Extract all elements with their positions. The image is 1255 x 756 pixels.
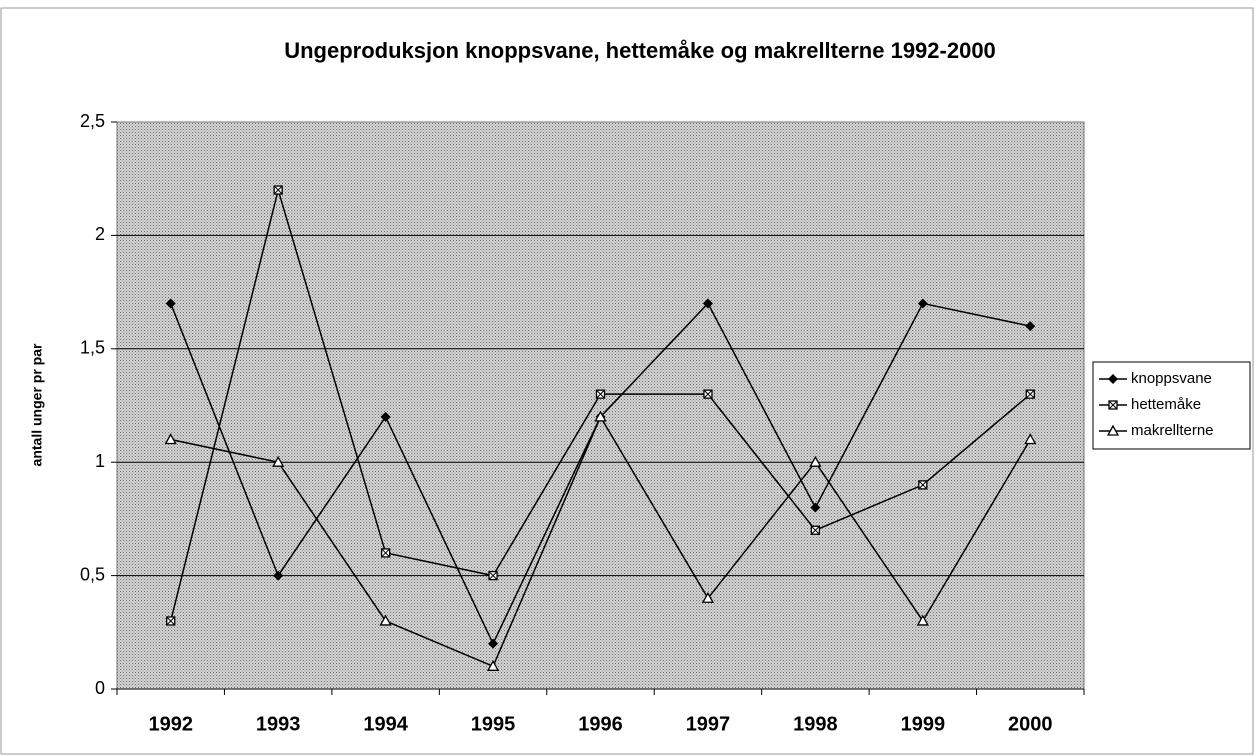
marker — [810, 525, 821, 535]
marker — [917, 298, 928, 309]
x-tick-label: 1999 — [901, 713, 946, 735]
y-tick-label: 0 — [95, 678, 105, 698]
marker-cross — [596, 389, 605, 399]
marker — [488, 570, 498, 581]
legend-label: hettemåke — [1131, 396, 1201, 413]
y-tick-label: 0,5 — [80, 564, 105, 584]
marker — [701, 591, 715, 603]
x-tick-label: 1995 — [471, 713, 516, 735]
x-tick-label: 1998 — [793, 713, 838, 735]
y-tick-label: 1,5 — [80, 338, 105, 358]
marker-cross — [488, 571, 498, 580]
marker — [380, 548, 391, 558]
marker — [918, 480, 928, 490]
marker — [486, 659, 500, 671]
marker — [1106, 424, 1120, 436]
chart-title: Ungeproduksjon knoppsvane, hettemåke og … — [284, 38, 996, 63]
marker — [595, 389, 606, 399]
marker-cross — [1025, 389, 1035, 399]
plot-area — [116, 121, 1085, 690]
y-tick-label: 2,5 — [80, 111, 105, 131]
x-tick-label: 1997 — [686, 713, 731, 735]
marker — [164, 433, 177, 445]
legend-label: knoppsvane — [1131, 370, 1212, 387]
legend-label: makrellterne — [1131, 422, 1214, 439]
marker — [273, 185, 283, 195]
marker — [488, 638, 499, 649]
marker — [703, 389, 713, 399]
y-axis-label: antall unger pr par — [29, 343, 45, 466]
marker — [165, 298, 176, 309]
marker — [1108, 400, 1118, 410]
marker — [1024, 433, 1037, 445]
x-tick-label: 1992 — [148, 713, 193, 735]
marker — [273, 570, 284, 581]
marker — [916, 614, 929, 626]
marker — [1025, 321, 1036, 332]
y-tick-label: 1 — [95, 451, 105, 471]
marker — [594, 410, 607, 422]
x-tick-label: 1993 — [256, 713, 301, 735]
marker — [272, 455, 285, 467]
marker-cross — [1108, 400, 1118, 410]
marker — [810, 502, 821, 513]
marker — [1108, 374, 1118, 384]
x-tick-label: 1996 — [578, 713, 623, 735]
marker-cross — [703, 389, 713, 399]
marker — [379, 614, 392, 626]
marker-cross — [811, 525, 820, 535]
marker-cross — [273, 185, 283, 195]
y-tick-label: 2 — [95, 224, 105, 244]
marker — [809, 455, 822, 467]
marker — [702, 298, 713, 309]
marker-cross — [918, 480, 928, 490]
marker-cross — [166, 616, 176, 626]
marker-cross — [381, 548, 390, 558]
x-tick-label: 2000 — [1008, 713, 1053, 735]
marker — [166, 616, 176, 626]
marker — [380, 411, 391, 422]
marker — [1025, 389, 1035, 399]
x-tick-label: 1994 — [363, 713, 408, 735]
